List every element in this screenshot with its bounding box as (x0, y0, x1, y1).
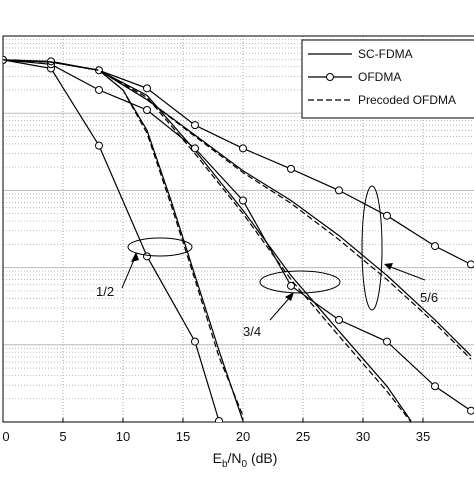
legend-marker (327, 74, 334, 81)
marker (144, 107, 151, 114)
marker (96, 142, 103, 149)
arrow-head (285, 292, 294, 301)
x-tick-label: 0 (2, 429, 9, 444)
marker (468, 407, 474, 414)
marker (216, 418, 223, 425)
x-tick-label: 25 (296, 429, 310, 444)
marker (192, 338, 199, 345)
annotation: 1/2 (96, 284, 114, 299)
legend-label: Precoded OFDMA (358, 93, 456, 107)
marker (192, 145, 199, 152)
x-label-part: (dB) (247, 450, 277, 466)
marker (96, 86, 103, 93)
marker (384, 212, 391, 219)
curve (3, 60, 219, 421)
marker (288, 282, 295, 289)
ellipse (128, 238, 192, 256)
marker (432, 383, 439, 390)
x-tick-label: 35 (416, 429, 430, 444)
x-axis-label: Eb/N0 (dB) (213, 450, 278, 470)
x-tick-label: 15 (176, 429, 190, 444)
x-tick-label: 20 (236, 429, 250, 444)
marker (144, 253, 151, 260)
marker (192, 122, 199, 129)
legend-label: SC-FDMA (358, 47, 413, 61)
annotation: 5/6 (420, 290, 438, 305)
marker (240, 197, 247, 204)
x-tick-label: 5 (59, 429, 66, 444)
legend-label: OFDMA (358, 70, 401, 84)
ellipse (362, 186, 382, 310)
annotation: 3/4 (243, 324, 261, 339)
arrow-head (384, 263, 393, 270)
marker (432, 243, 439, 250)
x-label-part: /N (228, 450, 242, 466)
x-tick-label: 30 (356, 429, 370, 444)
marker (240, 145, 247, 152)
marker (468, 261, 474, 268)
marker (144, 85, 151, 92)
x-tick-label: 10 (116, 429, 130, 444)
x-label-part: E (213, 450, 222, 466)
marker (384, 338, 391, 345)
marker (336, 187, 343, 194)
marker (336, 316, 343, 323)
legend: SC-FDMA OFDMA Precoded OFDMA (302, 40, 474, 118)
marker (288, 165, 295, 172)
